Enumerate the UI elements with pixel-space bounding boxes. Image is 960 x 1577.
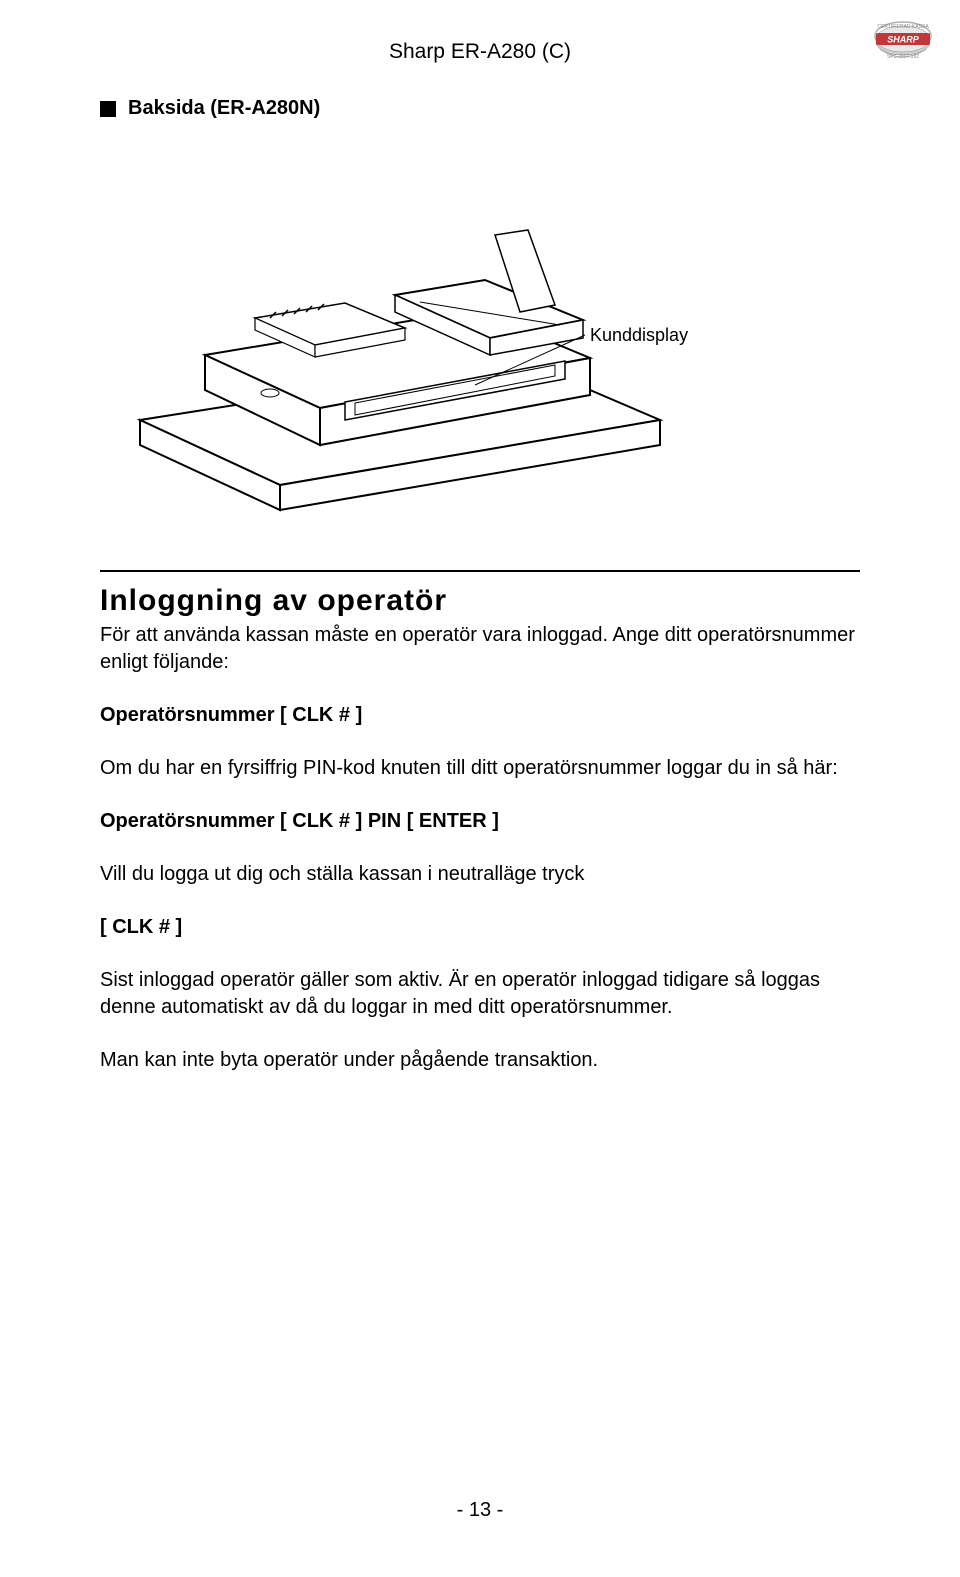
diagram-callout-label: Kunddisplay <box>590 325 688 346</box>
bullet-square-icon <box>100 101 116 117</box>
sharp-logo: SHARP CERTIFIERAD KASSA SFS 2007:592 <box>866 20 940 83</box>
device-diagram: Kunddisplay <box>120 140 680 530</box>
document-title: Sharp ER-A280 (C) <box>100 40 860 64</box>
transaction-note: Man kan inte byta operatör under pågåend… <box>100 1047 860 1074</box>
main-heading: Inloggning av operatör <box>100 570 860 618</box>
svg-text:SFS 2007:592: SFS 2007:592 <box>887 54 919 60</box>
section-title: Baksida (ER-A280N) <box>128 97 320 120</box>
svg-text:SHARP: SHARP <box>887 35 920 45</box>
pin-explain: Om du har en fyrsiffrig PIN-kod knuten t… <box>100 755 860 782</box>
svg-text:CERTIFIERAD KASSA: CERTIFIERAD KASSA <box>877 24 929 30</box>
page-number: - 13 - <box>0 1499 960 1522</box>
step1-bold: Operatörsnummer [ CLK # ] <box>100 702 860 729</box>
step2-bold: Operatörsnummer [ CLK # ] PIN [ ENTER ] <box>100 808 860 835</box>
logout-key: [ CLK # ] <box>100 914 860 941</box>
intro-text: För att använda kassan måste en operatör… <box>100 622 860 676</box>
active-operator-text: Sist inloggad operatör gäller som aktiv.… <box>100 967 860 1021</box>
section-header: Baksida (ER-A280N) <box>100 97 860 120</box>
logout-text: Vill du logga ut dig och ställa kassan i… <box>100 861 860 888</box>
